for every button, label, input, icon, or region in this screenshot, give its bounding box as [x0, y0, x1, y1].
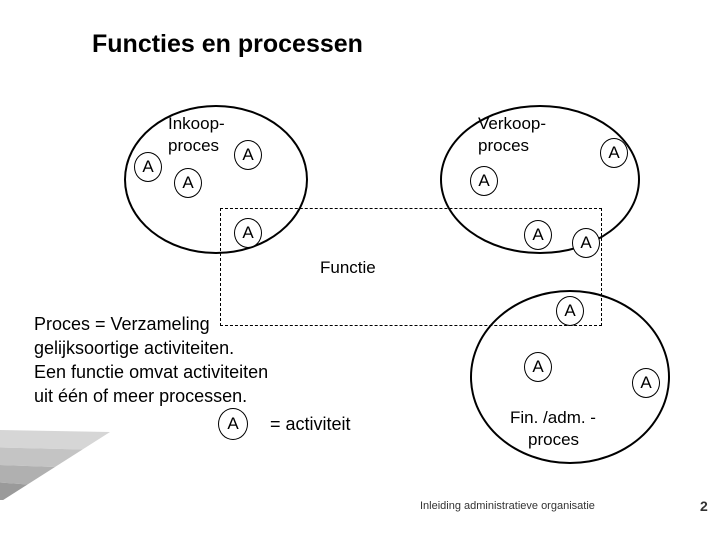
explanation-line: Een functie omvat activiteiten [34, 360, 268, 384]
activity-node: A [134, 152, 162, 182]
explanation-line: gelijksoortige activiteiten. [34, 336, 268, 360]
process-label: proces [528, 430, 579, 450]
wedge-decoration [0, 430, 110, 500]
activity-node: A [632, 368, 660, 398]
activity-node: A [470, 166, 498, 196]
page-title: Functies en processen [92, 30, 363, 59]
activity-node: A [600, 138, 628, 168]
process-label: Inkoop- [168, 114, 225, 134]
activity-node: A [556, 296, 584, 326]
process-label: Fin. /adm. - [510, 408, 596, 428]
explanation-line: Proces = Verzameling [34, 312, 268, 336]
process-label: proces [478, 136, 529, 156]
activity-node: A [234, 140, 262, 170]
activity-node: A [234, 218, 262, 248]
process-label: proces [168, 136, 219, 156]
explanation-text: Proces = Verzamelinggelijksoortige activ… [34, 312, 268, 408]
page-number: 2 [700, 498, 708, 514]
process-label: Verkoop- [478, 114, 546, 134]
activity-node: A [572, 228, 600, 258]
legend-activity-letter: A [227, 414, 238, 434]
legend-text: = activiteit [270, 414, 351, 435]
activity-node: A [524, 352, 552, 382]
functie-label: Functie [320, 258, 376, 278]
footer-text: Inleiding administratieve organisatie [420, 500, 595, 512]
legend-activity: A [218, 408, 248, 440]
activity-node: A [174, 168, 202, 198]
activity-node: A [524, 220, 552, 250]
explanation-line: uit één of meer processen. [34, 384, 268, 408]
